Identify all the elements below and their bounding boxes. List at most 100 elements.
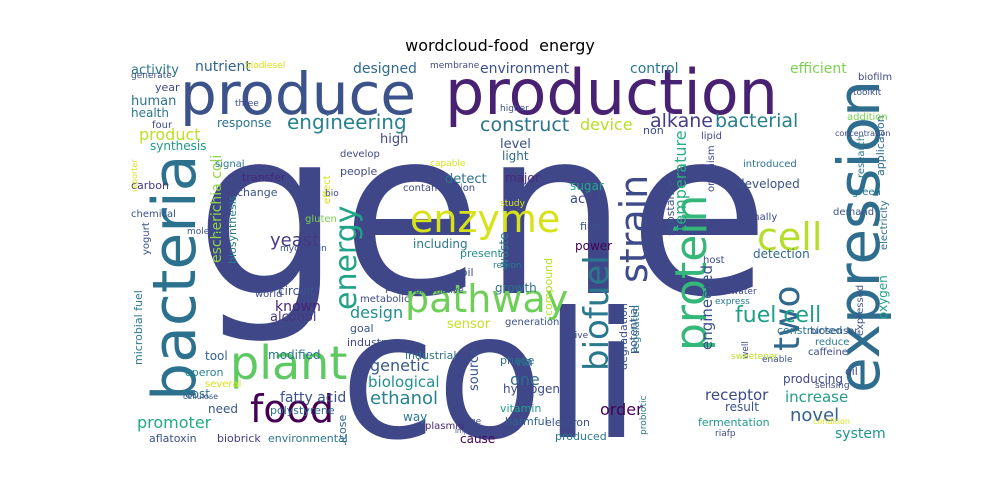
word: result — [725, 400, 759, 414]
word: change — [237, 186, 278, 199]
word: year — [155, 81, 180, 94]
word: biosynthesis — [226, 195, 239, 264]
word: power — [575, 239, 613, 253]
word: sweetener — [731, 352, 779, 362]
word: health — [131, 106, 169, 120]
word: fermentation — [698, 416, 770, 429]
word: way — [403, 410, 428, 424]
word: organism — [706, 145, 717, 192]
word: biofuel — [577, 255, 617, 371]
word: gene — [195, 81, 770, 348]
word: construct — [480, 114, 570, 136]
word: mycotoxin — [280, 244, 327, 254]
word: expressed — [855, 284, 866, 336]
word: molecule — [187, 227, 229, 237]
word: aflatoxin — [149, 432, 197, 445]
word: tool — [205, 349, 228, 363]
word: industry — [347, 336, 393, 349]
word: four — [152, 120, 173, 131]
word: higher — [500, 104, 529, 114]
word: harmful — [505, 415, 548, 428]
word: detection — [753, 247, 810, 261]
word: caffeine — [808, 347, 848, 358]
word: cause — [460, 432, 496, 445]
word: lipid — [701, 131, 723, 142]
word: source — [467, 347, 482, 391]
word: concentration — [835, 129, 891, 138]
word: biological — [368, 373, 440, 391]
word: important — [455, 427, 490, 435]
word: plant — [230, 336, 348, 390]
word: system — [835, 426, 886, 442]
word: sensor — [447, 317, 491, 332]
word: application — [874, 115, 887, 176]
word: develop — [340, 149, 380, 160]
chart-title: wordcloud-food energy — [405, 36, 595, 55]
word: enable — [762, 355, 793, 365]
word: product — [139, 125, 201, 144]
word: three — [235, 99, 259, 109]
word: engineering — [287, 110, 407, 134]
word: chemical — [131, 209, 176, 220]
word: known — [275, 299, 321, 315]
word: yogurt — [141, 222, 152, 255]
word: oxygen — [876, 275, 890, 319]
word: alkane — [650, 110, 713, 132]
word: host — [703, 255, 725, 266]
word: hydrogen — [503, 382, 560, 396]
word: novel — [790, 405, 840, 426]
word: electron — [545, 416, 590, 429]
word: electricity — [879, 200, 890, 250]
word: bacterial — [715, 110, 799, 132]
word: part — [385, 283, 406, 294]
word-cloud: gene coli production produce bacteria express… — [125, 60, 895, 445]
word: transfer — [242, 171, 286, 184]
word: level — [500, 137, 531, 152]
word: plasmid — [425, 421, 465, 432]
word: first — [580, 220, 602, 233]
word: human — [131, 94, 177, 109]
word: research — [856, 134, 867, 178]
word: riafp — [715, 429, 736, 439]
word: ethanol — [370, 388, 438, 409]
word: fatty acid — [280, 390, 347, 406]
word: enzyme — [410, 197, 561, 241]
word: probiotic — [639, 395, 649, 435]
word: operon — [185, 366, 224, 379]
word: synthesis — [150, 139, 207, 153]
word: generate — [131, 71, 172, 81]
word: pathway — [405, 277, 569, 321]
word: strain — [612, 174, 656, 283]
word: cellulose — [183, 392, 219, 401]
word: reduce — [815, 337, 850, 348]
word: alcohol — [270, 310, 317, 325]
word: receptor — [705, 386, 769, 404]
word: finally — [747, 212, 778, 223]
word: regulated — [631, 304, 642, 353]
word: major — [505, 171, 540, 185]
word: polystyrene — [270, 404, 335, 417]
word: one — [510, 370, 540, 389]
word: water — [731, 287, 757, 297]
word: native — [560, 331, 589, 341]
word: environmental — [268, 432, 348, 445]
word: carbon — [131, 179, 169, 192]
word: constructed — [777, 324, 843, 337]
word: engineered — [698, 265, 716, 350]
word: genetic — [370, 356, 430, 375]
word: industrial — [405, 349, 457, 362]
word: promoter — [137, 413, 212, 432]
word: via — [515, 355, 533, 369]
word: sensing — [815, 381, 850, 391]
word: efficient — [790, 61, 847, 77]
word: acid — [570, 192, 597, 207]
word: goal — [350, 322, 374, 335]
word: demand — [833, 207, 875, 218]
word: developed — [737, 177, 800, 191]
word: microbial fuel — [132, 290, 145, 365]
word: designed — [353, 61, 417, 77]
word: biobrick — [217, 432, 261, 445]
word: range — [455, 417, 482, 427]
word: alternative — [415, 286, 464, 296]
word: study — [500, 199, 525, 209]
